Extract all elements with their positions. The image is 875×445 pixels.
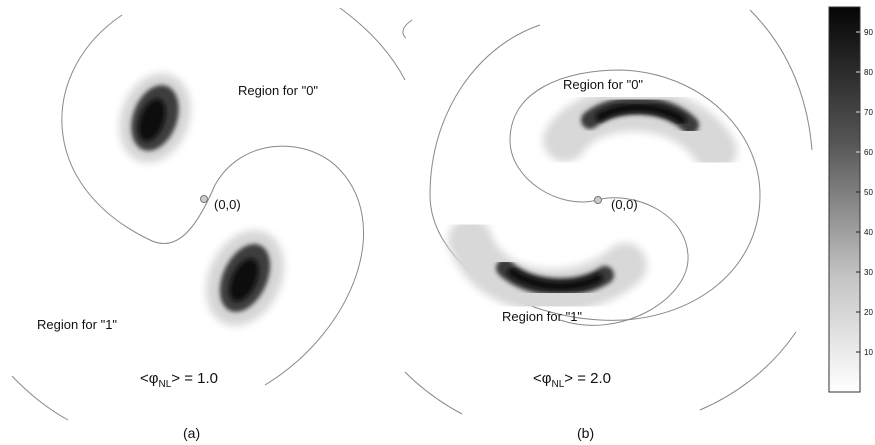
panel-b: (0,0) Region for "0" Region for "1" <φNL… bbox=[402, 9, 813, 441]
phi-label-b: <φNL> = 2.0 bbox=[533, 370, 611, 390]
region0-label-a: Region for "0" bbox=[238, 83, 318, 98]
colorbar-tick-label: 70 bbox=[864, 108, 873, 117]
outer-arc-a-right bbox=[339, 7, 406, 81]
phi-label-a: <φNL> = 1.0 bbox=[140, 370, 218, 390]
colorbar-tick-label: 10 bbox=[864, 348, 873, 357]
colorbar-tick-label: 90 bbox=[864, 28, 873, 37]
colorbar-tick-label: 50 bbox=[864, 188, 873, 197]
colorbar-gradient bbox=[828, 6, 861, 393]
origin-marker-b bbox=[594, 196, 602, 204]
panel-a: (0,0) Region for "0" Region for "1" <φNL… bbox=[11, 7, 406, 441]
outer-arc-b-bottom bbox=[699, 331, 797, 411]
decision-boundary-b-inner bbox=[559, 197, 689, 326]
colorbar-tick-label: 40 bbox=[864, 228, 873, 237]
caption-b: (b) bbox=[577, 425, 594, 441]
outer-arc-b-low-left bbox=[404, 371, 463, 415]
region0-label-b: Region for "0" bbox=[563, 77, 643, 92]
symbol-cloud-0-b bbox=[543, 87, 737, 172]
colorbar-tick-label: 30 bbox=[864, 268, 873, 277]
outer-arc-b-left bbox=[402, 19, 413, 39]
colorbar-tick-label: 20 bbox=[864, 308, 873, 317]
origin-label-a: (0,0) bbox=[214, 197, 241, 212]
colorbar: 90 80 70 60 50 40 30 20 10 bbox=[828, 6, 873, 393]
colorbar-ticks: 90 80 70 60 50 40 30 20 10 bbox=[856, 28, 873, 357]
origin-marker-a bbox=[200, 195, 208, 203]
outer-arc-b-right bbox=[749, 9, 813, 151]
decision-boundary-b bbox=[429, 24, 761, 321]
origin-label-b: (0,0) bbox=[611, 197, 638, 212]
outer-arc-a-left bbox=[11, 375, 69, 421]
symbol-cloud-1-a bbox=[206, 230, 284, 326]
caption-a: (a) bbox=[183, 425, 200, 441]
symbol-cloud-0-a bbox=[119, 73, 191, 163]
decision-boundary-a bbox=[61, 14, 365, 386]
colorbar-tick-label: 80 bbox=[864, 68, 873, 77]
colorbar-tick-label: 60 bbox=[864, 148, 873, 157]
region1-label-a: Region for "1" bbox=[37, 317, 117, 332]
region1-label-b: Region for "1" bbox=[502, 309, 582, 324]
symbol-cloud-1-b bbox=[448, 218, 647, 313]
